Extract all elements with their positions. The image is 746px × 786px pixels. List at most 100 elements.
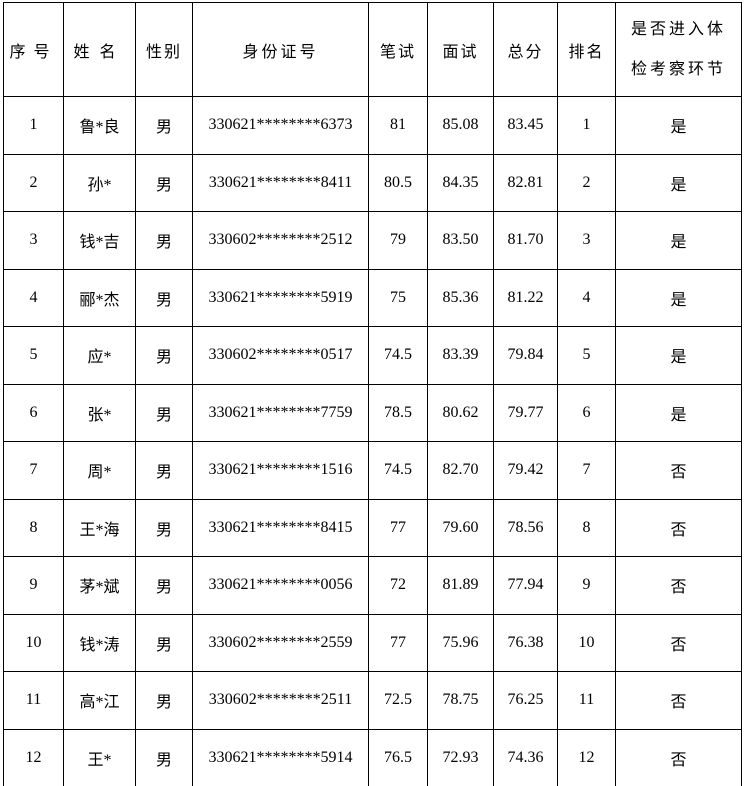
cell-total-score: 78.56 (493, 498, 558, 557)
cell-total-score: 76.25 (493, 671, 558, 730)
cell-name: 高*江 (63, 671, 136, 730)
cell-rank: 1 (557, 96, 616, 155)
cell-gender: 男 (135, 498, 193, 557)
cell-advance: 是 (615, 153, 742, 212)
cell-rank: 8 (557, 498, 616, 557)
cell-id-number: 330621********8411 (192, 153, 369, 212)
table-body: 1 鲁*良 男 330621********6373 81 85.08 83.4… (3, 96, 742, 786)
cell-written-score: 79 (368, 211, 428, 270)
cell-written-score: 72 (368, 556, 428, 615)
cell-serial: 12 (3, 728, 64, 786)
cell-serial: 7 (3, 441, 64, 500)
table-header: 序号 姓名 性别 身份证号 笔试 面试 总分 排名 是否进入体检考察环节 (3, 2, 742, 97)
cell-rank: 5 (557, 326, 616, 385)
cell-interview-score: 75.96 (427, 613, 494, 672)
cell-serial: 5 (3, 326, 64, 385)
cell-id-number: 330602********2512 (192, 211, 369, 270)
cell-gender: 男 (135, 728, 193, 786)
cell-id-number: 330621********0056 (192, 556, 369, 615)
table-row: 7 周* 男 330621********1516 74.5 82.70 79.… (3, 441, 742, 500)
score-table: 序号 姓名 性别 身份证号 笔试 面试 总分 排名 是否进入体检考察环节 1 鲁… (3, 2, 742, 786)
cell-total-score: 82.81 (493, 153, 558, 212)
cell-gender: 男 (135, 383, 193, 442)
cell-id-number: 330621********8415 (192, 498, 369, 557)
cell-written-score: 78.5 (368, 383, 428, 442)
cell-name: 茅*斌 (63, 556, 136, 615)
cell-written-score: 76.5 (368, 728, 428, 786)
column-header-interview: 面试 (427, 2, 494, 97)
cell-advance: 否 (615, 671, 742, 730)
cell-advance: 否 (615, 556, 742, 615)
cell-name: 张* (63, 383, 136, 442)
cell-id-number: 330621********5914 (192, 728, 369, 786)
table-row: 10 钱*涛 男 330602********2559 77 75.96 76.… (3, 613, 742, 672)
cell-serial: 10 (3, 613, 64, 672)
cell-total-score: 77.94 (493, 556, 558, 615)
cell-gender: 男 (135, 326, 193, 385)
cell-rank: 4 (557, 268, 616, 327)
column-header-gender: 性别 (135, 2, 193, 97)
cell-interview-score: 80.62 (427, 383, 494, 442)
cell-interview-score: 72.93 (427, 728, 494, 786)
cell-gender: 男 (135, 441, 193, 500)
cell-interview-score: 84.35 (427, 153, 494, 212)
cell-name: 郦*杰 (63, 268, 136, 327)
table-row: 5 应* 男 330602********0517 74.5 83.39 79.… (3, 326, 742, 385)
cell-advance: 否 (615, 728, 742, 786)
cell-name: 应* (63, 326, 136, 385)
table-row: 4 郦*杰 男 330621********5919 75 85.36 81.2… (3, 268, 742, 327)
cell-serial: 3 (3, 211, 64, 270)
table-row: 1 鲁*良 男 330621********6373 81 85.08 83.4… (3, 96, 742, 155)
cell-interview-score: 78.75 (427, 671, 494, 730)
cell-gender: 男 (135, 671, 193, 730)
column-header-serial: 序号 (3, 2, 64, 97)
cell-written-score: 72.5 (368, 671, 428, 730)
cell-total-score: 79.84 (493, 326, 558, 385)
cell-gender: 男 (135, 211, 193, 270)
table-row: 9 茅*斌 男 330621********0056 72 81.89 77.9… (3, 556, 742, 615)
cell-advance: 否 (615, 441, 742, 500)
cell-serial: 2 (3, 153, 64, 212)
cell-gender: 男 (135, 556, 193, 615)
cell-serial: 1 (3, 96, 64, 155)
cell-written-score: 77 (368, 498, 428, 557)
cell-name: 周* (63, 441, 136, 500)
cell-written-score: 77 (368, 613, 428, 672)
column-header-advance-label: 是否进入体检考察环节 (630, 20, 726, 78)
cell-total-score: 83.45 (493, 96, 558, 155)
cell-advance: 是 (615, 211, 742, 270)
cell-name: 王* (63, 728, 136, 786)
cell-name: 钱*吉 (63, 211, 136, 270)
cell-advance: 是 (615, 268, 742, 327)
cell-advance: 是 (615, 383, 742, 442)
cell-serial: 9 (3, 556, 64, 615)
table-row: 6 张* 男 330621********7759 78.5 80.62 79.… (3, 383, 742, 442)
cell-id-number: 330602********0517 (192, 326, 369, 385)
cell-interview-score: 85.36 (427, 268, 494, 327)
cell-written-score: 74.5 (368, 326, 428, 385)
cell-written-score: 80.5 (368, 153, 428, 212)
cell-written-score: 74.5 (368, 441, 428, 500)
cell-rank: 12 (557, 728, 616, 786)
cell-advance: 否 (615, 613, 742, 672)
table-row: 2 孙* 男 330621********8411 80.5 84.35 82.… (3, 153, 742, 212)
cell-id-number: 330621********5919 (192, 268, 369, 327)
cell-rank: 11 (557, 671, 616, 730)
column-header-id: 身份证号 (192, 2, 369, 97)
cell-written-score: 75 (368, 268, 428, 327)
cell-gender: 男 (135, 153, 193, 212)
cell-interview-score: 79.60 (427, 498, 494, 557)
cell-rank: 9 (557, 556, 616, 615)
cell-rank: 7 (557, 441, 616, 500)
cell-interview-score: 85.08 (427, 96, 494, 155)
cell-total-score: 79.77 (493, 383, 558, 442)
cell-written-score: 81 (368, 96, 428, 155)
cell-total-score: 76.38 (493, 613, 558, 672)
table-row: 8 王*海 男 330621********8415 77 79.60 78.5… (3, 498, 742, 557)
cell-name: 王*海 (63, 498, 136, 557)
cell-id-number: 330621********7759 (192, 383, 369, 442)
cell-advance: 是 (615, 96, 742, 155)
header-row: 序号 姓名 性别 身份证号 笔试 面试 总分 排名 是否进入体检考察环节 (3, 2, 742, 97)
column-header-total: 总分 (493, 2, 558, 97)
